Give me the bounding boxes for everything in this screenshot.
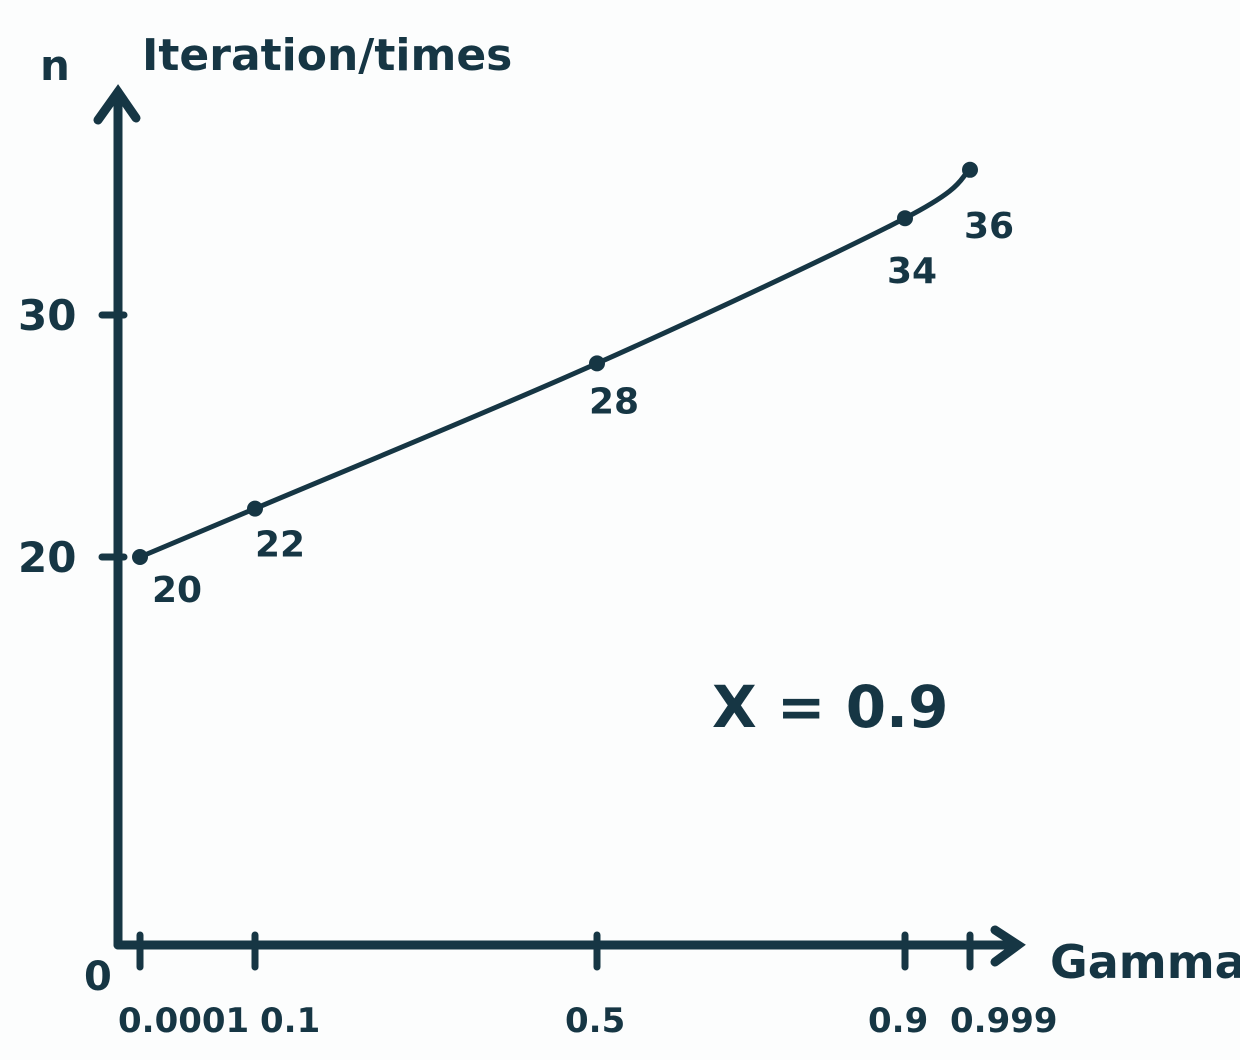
x-axis-arrow xyxy=(990,925,1026,967)
data-point xyxy=(897,210,913,227)
data-point xyxy=(962,161,978,178)
data-point xyxy=(132,549,148,565)
y-axis-symbol: n xyxy=(40,41,70,90)
annotation-text: X = 0.9 xyxy=(712,673,948,741)
x-tick-label: 0.9 xyxy=(868,1001,928,1041)
x-tick-label: 0.999 xyxy=(950,1001,1058,1041)
data-point xyxy=(247,500,263,517)
y-axis-arrow xyxy=(93,84,141,125)
x-tick-label: 0.0001 xyxy=(118,1001,249,1041)
data-label: 36 xyxy=(964,206,1014,247)
y-tick-label: 30 xyxy=(18,291,76,340)
origin-label: 0 xyxy=(84,954,112,1000)
data-label: 22 xyxy=(255,525,305,566)
y-axis-label: Iteration/times xyxy=(142,30,512,81)
y-tick-label: 20 xyxy=(18,533,76,582)
series-line xyxy=(137,167,973,560)
data-label: 28 xyxy=(589,381,639,422)
x-axis-label: Gamma xyxy=(1050,935,1240,989)
data-label: 20 xyxy=(152,570,202,611)
x-tick-label: 0.5 xyxy=(565,1001,625,1041)
data-label: 34 xyxy=(887,251,937,292)
data-point xyxy=(589,355,605,372)
x-tick-label: 0.1 xyxy=(260,1001,320,1041)
